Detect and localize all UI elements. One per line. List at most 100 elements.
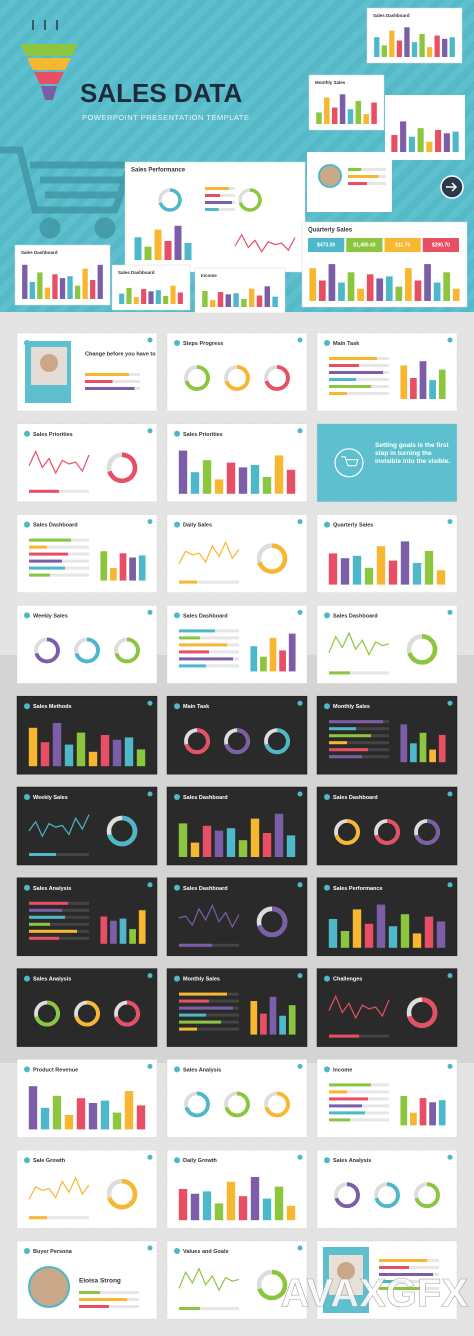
slide[interactable]	[316, 786, 458, 866]
decor-bar	[419, 33, 425, 57]
slide-icon	[174, 1066, 180, 1073]
decor-progress	[29, 573, 50, 577]
slide[interactable]	[316, 514, 458, 593]
slide-icon	[324, 794, 330, 800]
decor-bar	[163, 295, 169, 304]
decor-bar	[376, 278, 384, 301]
decor-progress	[179, 650, 209, 654]
decor-bar	[241, 298, 247, 307]
decor-bar	[100, 551, 108, 581]
slide-icon	[24, 884, 30, 891]
decor-bar	[124, 1091, 134, 1130]
decor-progress	[29, 1216, 47, 1220]
decor-progress	[79, 1291, 100, 1294]
decor-bar	[178, 450, 188, 494]
decor-bar	[429, 749, 436, 763]
slide-badge	[147, 882, 153, 888]
slide[interactable]	[166, 1059, 308, 1138]
decor-bar	[100, 1100, 110, 1130]
decor-progress	[29, 552, 68, 556]
slide-title: Sales Analysis	[33, 886, 71, 892]
preview-slide-title: Sales Dashboard	[21, 250, 58, 255]
decor-bar	[40, 1107, 50, 1130]
slide[interactable]	[316, 423, 458, 503]
decor-progress	[379, 1273, 433, 1276]
preview-slide-title: Sales Performance	[131, 168, 186, 174]
decor-progress	[179, 1013, 206, 1017]
hero-title: SALES DATA	[80, 78, 242, 108]
slide[interactable]	[166, 332, 308, 412]
decor-arc	[34, 1000, 60, 1027]
slide-badge	[147, 609, 153, 615]
decor-bar	[408, 136, 415, 152]
slide-icon	[324, 612, 330, 619]
decor-bar	[112, 739, 122, 767]
decor-track	[379, 1280, 439, 1283]
decor-progress	[205, 208, 219, 211]
slide[interactable]	[16, 605, 158, 684]
decor-track	[29, 545, 89, 549]
slide-icon	[174, 340, 180, 346]
slide-title: Main Task	[183, 704, 210, 710]
decor-bar	[129, 929, 136, 944]
decor-bar	[412, 563, 422, 585]
slide[interactable]	[16, 1059, 158, 1138]
slide[interactable]	[166, 695, 308, 775]
decor-bar	[126, 287, 132, 304]
slide-title: Sales Analysis	[183, 1067, 221, 1073]
decor-bar	[435, 129, 442, 152]
decor-bar	[371, 102, 377, 124]
slide[interactable]	[316, 877, 458, 957]
slide[interactable]	[166, 1149, 308, 1229]
slide-icon	[24, 521, 30, 528]
decor-bar	[67, 276, 73, 299]
slide[interactable]	[16, 695, 158, 775]
slide-badge	[297, 519, 303, 525]
decor-bar	[328, 553, 338, 585]
decor-progress	[179, 657, 233, 661]
decor-bar	[40, 742, 50, 767]
slide[interactable]	[16, 968, 158, 1047]
decor-progress	[85, 373, 129, 376]
decor-arc	[224, 365, 250, 391]
value-box-label: $11.70	[395, 242, 410, 248]
decor-bar	[391, 135, 398, 152]
decor-bar	[376, 546, 386, 585]
slide-badge	[297, 1063, 303, 1069]
decor-arc	[264, 365, 290, 391]
decor-progress	[179, 580, 197, 584]
decor-bar	[202, 290, 208, 307]
decor-arc	[224, 1091, 250, 1118]
slide-badge	[147, 700, 153, 706]
decor-bar	[405, 268, 412, 301]
slide-title: Sales Dashboard	[33, 523, 78, 529]
decor-bar	[238, 1196, 248, 1221]
decor-progress	[29, 936, 59, 940]
slide[interactable]	[316, 1149, 458, 1229]
slide-title: Daily Growth	[183, 1158, 218, 1164]
decor-bar	[178, 823, 188, 857]
decor-bar	[363, 114, 369, 124]
decor-progress	[29, 929, 77, 933]
decor-progress	[179, 664, 206, 668]
slide-badge	[297, 428, 303, 434]
decor-bar	[100, 916, 108, 944]
decor-bar	[419, 361, 427, 399]
slide[interactable]	[166, 786, 308, 866]
decor-progress	[85, 387, 135, 390]
decor-bar	[328, 919, 338, 948]
decor-bar	[110, 920, 117, 944]
decor-bar	[28, 727, 38, 767]
slide[interactable]	[166, 423, 308, 503]
decor-bar	[316, 112, 322, 124]
decor-progress	[179, 636, 200, 640]
decor-bar	[178, 1189, 188, 1221]
slide-badge	[447, 791, 453, 797]
decor-track	[329, 1118, 389, 1122]
slide-badge	[147, 519, 153, 525]
decor-bar	[426, 141, 433, 152]
value-box	[422, 238, 459, 252]
decor-bar	[452, 131, 459, 152]
decor-bar	[76, 732, 86, 767]
